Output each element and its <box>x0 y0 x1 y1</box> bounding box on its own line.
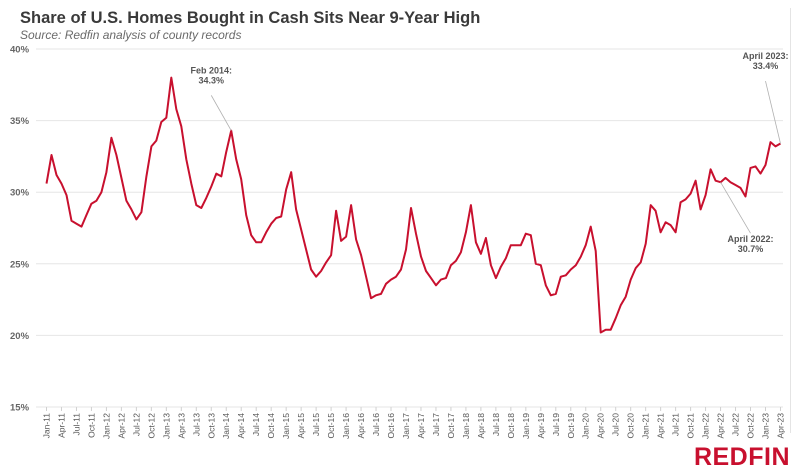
x-tick-label: Jul-12 <box>131 413 141 436</box>
x-tick-label: Jan-14 <box>221 413 231 439</box>
x-axis-ticks: Jan-11 Apr-11 Jul-11 Oct-11 Jan-12 Apr-12 Jul-… <box>42 407 785 439</box>
x-tick-label: Jul-16 <box>371 413 381 436</box>
x-tick-label: Jan-19 <box>521 413 531 439</box>
x-tick-label: Apr-17 <box>416 413 426 439</box>
x-tick-label: Oct-16 <box>386 413 396 439</box>
annotations: Feb 2014:34.3% April 2022:30.7% April 2023… <box>191 51 789 254</box>
series-lines <box>45 76 782 334</box>
x-tick-label: Oct-13 <box>206 413 216 439</box>
annotation-leader-line <box>765 80 781 144</box>
x-tick-label: Jan-11 <box>42 413 52 439</box>
x-tick-label: Apr-16 <box>356 413 366 439</box>
x-tick-label: Oct-19 <box>566 413 576 439</box>
series-line <box>45 76 782 334</box>
annotation-leader-line <box>720 181 751 234</box>
x-tick-label: Apr-18 <box>476 413 486 439</box>
x-tick-label: Apr-15 <box>296 413 306 439</box>
x-tick-label: Jul-15 <box>311 413 321 436</box>
x-tick-label: Jan-16 <box>341 413 351 439</box>
annotation-leader-line <box>210 95 232 131</box>
x-tick-label: Jul-19 <box>551 413 561 436</box>
annotation-label: 33.4% <box>753 61 779 71</box>
annotation-label: April 2023: <box>742 51 788 61</box>
x-tick-label: Oct-12 <box>146 413 156 439</box>
x-tick-label: Oct-17 <box>446 413 456 439</box>
x-tick-label: Apr-23 <box>775 413 785 439</box>
y-tick-label: 40% <box>10 45 30 56</box>
y-tick-label: 15% <box>10 403 30 414</box>
y-tick-label: 25% <box>10 259 30 270</box>
annotation-label: Feb 2014: <box>191 65 233 75</box>
x-tick-label: Oct-22 <box>746 413 756 439</box>
x-tick-label: Oct-15 <box>326 413 336 439</box>
y-axis-ticks: 15% 20% 25% 30% 35% 40% <box>10 45 30 414</box>
x-tick-label: Jan-12 <box>101 413 111 439</box>
x-tick-label: Jul-13 <box>191 413 201 436</box>
x-tick-label: Jul-18 <box>491 413 501 436</box>
x-tick-label: Oct-20 <box>626 413 636 439</box>
x-tick-label: Jan-13 <box>161 413 171 439</box>
x-tick-label: Apr-14 <box>236 413 246 439</box>
x-tick-label: Jan-17 <box>401 413 411 439</box>
x-tick-label: Jan-15 <box>281 413 291 439</box>
x-tick-label: Jul-17 <box>431 413 441 436</box>
x-tick-label: Oct-21 <box>686 413 696 439</box>
chart-subtitle: Source: Redfin analysis of county record… <box>20 28 242 42</box>
x-tick-label: Apr-22 <box>716 413 726 439</box>
x-tick-label: Jan-18 <box>461 413 471 439</box>
x-tick-label: Jul-11 <box>71 413 81 436</box>
annotation-label: April 2022: <box>727 234 773 244</box>
x-tick-label: Jan-23 <box>760 413 770 439</box>
annotation-label: 34.3% <box>199 75 225 85</box>
y-tick-label: 35% <box>10 116 30 127</box>
y-tick-label: 20% <box>10 331 30 342</box>
x-tick-label: Jul-20 <box>611 413 621 436</box>
x-tick-label: Jan-20 <box>581 413 591 439</box>
x-tick-label: Apr-11 <box>56 413 66 438</box>
gridlines <box>36 48 783 408</box>
x-tick-label: Jan-22 <box>701 413 711 439</box>
x-tick-label: Apr-19 <box>536 413 546 439</box>
x-tick-label: Apr-21 <box>656 413 666 439</box>
annotation-label: 30.7% <box>738 244 764 254</box>
x-tick-label: Jul-14 <box>251 413 261 436</box>
right-border-line <box>790 8 791 433</box>
x-tick-label: Oct-14 <box>266 413 276 439</box>
x-tick-label: Apr-13 <box>176 413 186 439</box>
chart-title: Share of U.S. Homes Bought in Cash Sits … <box>20 9 481 27</box>
x-tick-label: Jul-22 <box>731 413 741 436</box>
x-tick-label: Apr-12 <box>116 413 126 439</box>
redfin-logo: REDFIN <box>693 443 790 471</box>
x-tick-label: Oct-11 <box>86 413 96 438</box>
x-tick-label: Oct-18 <box>506 413 516 439</box>
x-tick-label: Apr-20 <box>596 413 606 439</box>
x-tick-label: Jul-21 <box>671 413 681 436</box>
x-tick-label: Jan-21 <box>641 413 651 439</box>
y-tick-label: 30% <box>10 188 30 199</box>
